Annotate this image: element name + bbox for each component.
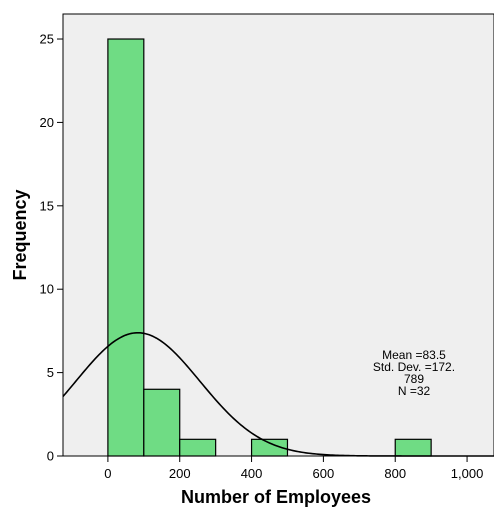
x-tick-label-0: 0 (104, 466, 111, 481)
stats-line-2: 789 (404, 372, 424, 386)
histogram-bar-0 (107, 38, 145, 457)
histogram-bar-1 (143, 388, 181, 457)
y-axis-title: Frequency (10, 189, 30, 280)
histogram-bar-2 (179, 438, 217, 457)
x-tick-label-4: 800 (384, 466, 406, 481)
histogram-bar-3 (250, 438, 289, 457)
x-tick-label-3: 600 (313, 466, 335, 481)
y-tick-label-0: 0 (47, 449, 54, 464)
x-tick-label-1: 200 (169, 466, 191, 481)
stats-line-1: Std. Dev. =172. (373, 360, 455, 374)
stats-line-3: N =32 (398, 384, 431, 398)
y-tick-label-2: 10 (40, 282, 54, 297)
x-axis: 0 200 400 600 800 1,000 (104, 456, 483, 481)
stats-line-0: Mean =83.5 (382, 348, 446, 362)
histogram-bar-4 (394, 438, 432, 457)
x-tick-label-2: 400 (241, 466, 263, 481)
bars-layer (107, 38, 432, 457)
x-tick-label-5: 1,000 (451, 466, 484, 481)
y-tick-label-4: 20 (40, 115, 54, 130)
y-tick-label-3: 15 (40, 198, 54, 213)
y-tick-label-1: 5 (47, 365, 54, 380)
y-tick-label-5: 25 (40, 32, 54, 47)
normal-curve (62, 331, 494, 457)
x-axis-title: Number of Employees (181, 487, 371, 507)
y-axis: 0 5 10 15 20 25 (40, 32, 63, 464)
